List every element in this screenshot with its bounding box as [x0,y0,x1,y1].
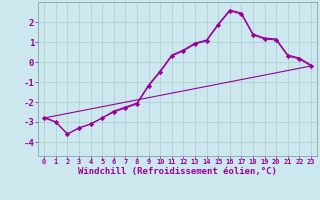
X-axis label: Windchill (Refroidissement éolien,°C): Windchill (Refroidissement éolien,°C) [78,167,277,176]
